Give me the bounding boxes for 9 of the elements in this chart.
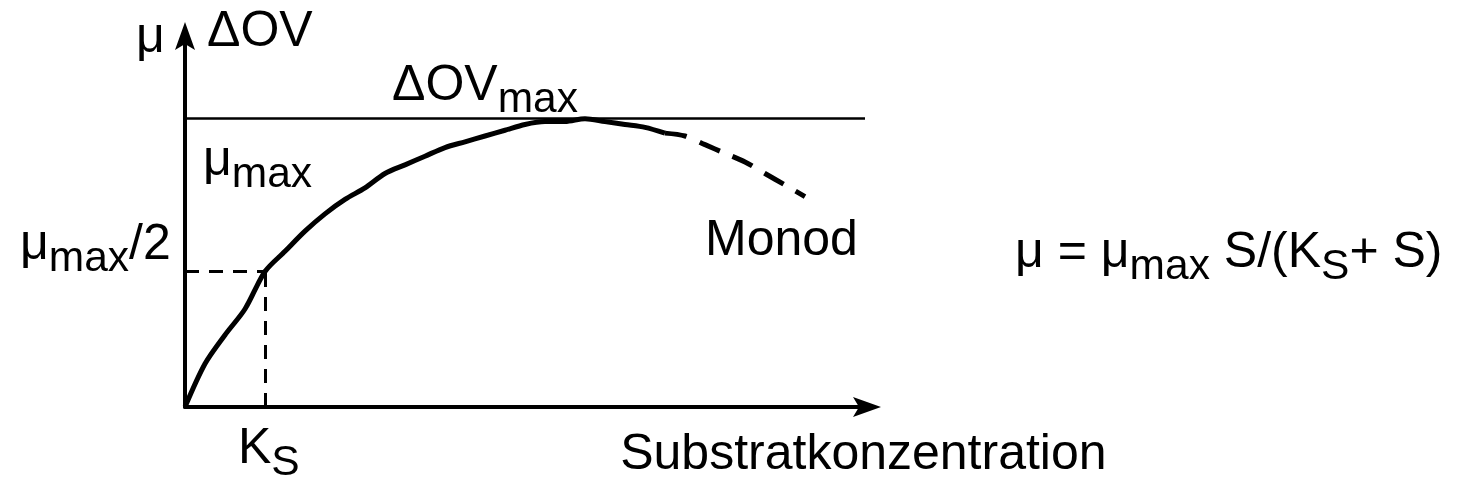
annotation: μ$_{max}$ — [203, 129, 313, 196]
text: ΔOV — [207, 1, 313, 57]
text: μ = μ$_{max}$ S/(K$_{S}$+ S) — [1015, 221, 1443, 288]
text: K$_{S}$ — [238, 418, 300, 484]
y-axis-title: μ — [136, 7, 165, 63]
x-axis-title: Substratkonzentration — [620, 424, 1107, 480]
ref-line-label: ΔOV$_{max}$ — [392, 54, 578, 121]
ref-line-label: μ$_{max}$/2 — [20, 213, 171, 280]
series-label: Monod — [705, 209, 858, 266]
